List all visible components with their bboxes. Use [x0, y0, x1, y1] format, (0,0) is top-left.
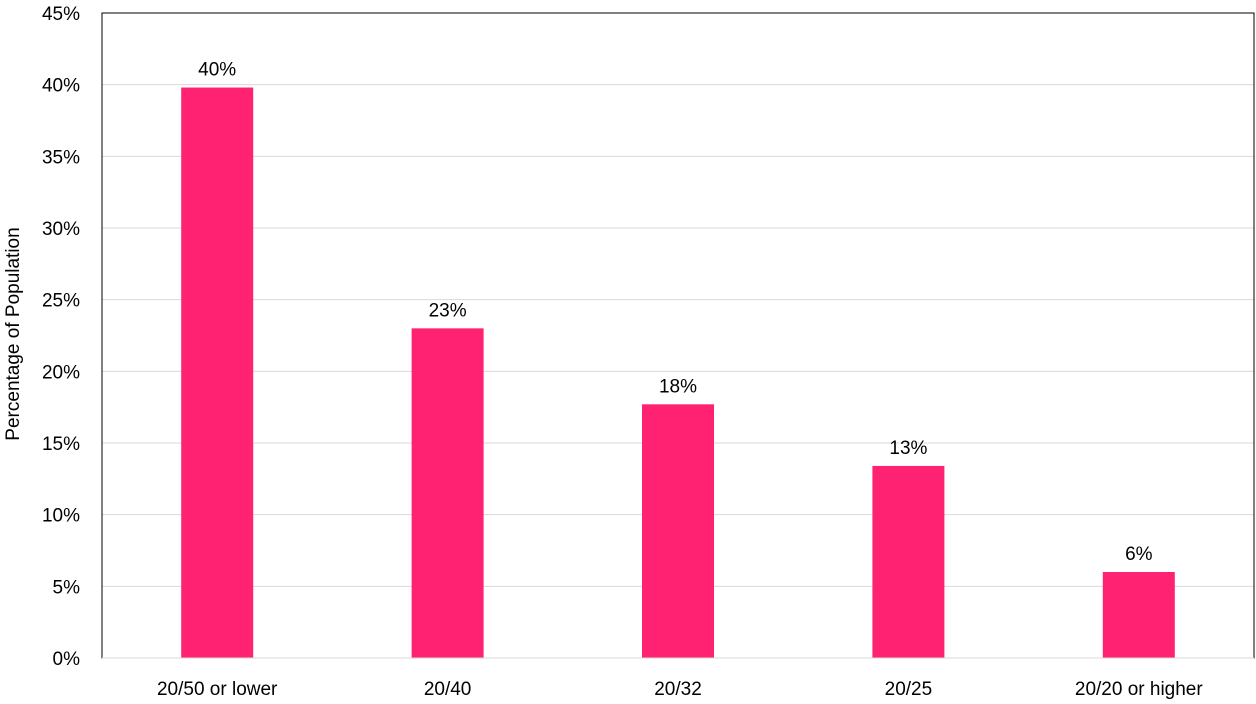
y-tick-label: 5%	[53, 577, 81, 598]
y-axis-title: Percentage of Population	[3, 227, 24, 440]
x-tick-label: 20/32	[654, 679, 702, 700]
bar	[181, 87, 254, 659]
bar	[872, 465, 945, 658]
data-label: 40%	[198, 60, 236, 81]
y-tick-label: 20%	[42, 362, 80, 383]
x-tick-label: 20/50 or lower	[157, 679, 278, 700]
data-label: 13%	[889, 438, 927, 459]
data-labels: 40% 23% 18% 13% 6%	[198, 60, 1152, 565]
y-tick-label: 30%	[42, 219, 80, 240]
bar	[1102, 572, 1175, 658]
y-tick-label: 45%	[42, 4, 80, 25]
data-label: 6%	[1125, 544, 1153, 565]
y-tick-label: 15%	[42, 434, 80, 455]
y-tick-label: 35%	[42, 147, 80, 168]
y-tick-label: 0%	[53, 649, 81, 670]
data-label: 23%	[429, 300, 467, 321]
y-tick-label: 25%	[42, 291, 80, 312]
x-tick-label: 20/40	[424, 679, 472, 700]
bar	[642, 404, 714, 658]
bars	[181, 87, 1175, 659]
y-axis-tick-labels: 0% 5% 10% 15% 20% 25% 30% 35% 40% 45%	[42, 4, 80, 670]
x-axis-tick-labels: 20/50 or lower 20/40 20/32 20/25 20/20 or hi…	[157, 679, 1203, 700]
data-label: 18%	[659, 376, 697, 397]
x-tick-label: 20/25	[885, 679, 933, 700]
x-tick-label: 20/20 or higher	[1075, 679, 1203, 700]
plot-frame	[101, 12, 1255, 659]
bar	[411, 328, 484, 658]
y-tick-label: 10%	[42, 506, 80, 527]
y-tick-label: 40%	[42, 76, 80, 97]
